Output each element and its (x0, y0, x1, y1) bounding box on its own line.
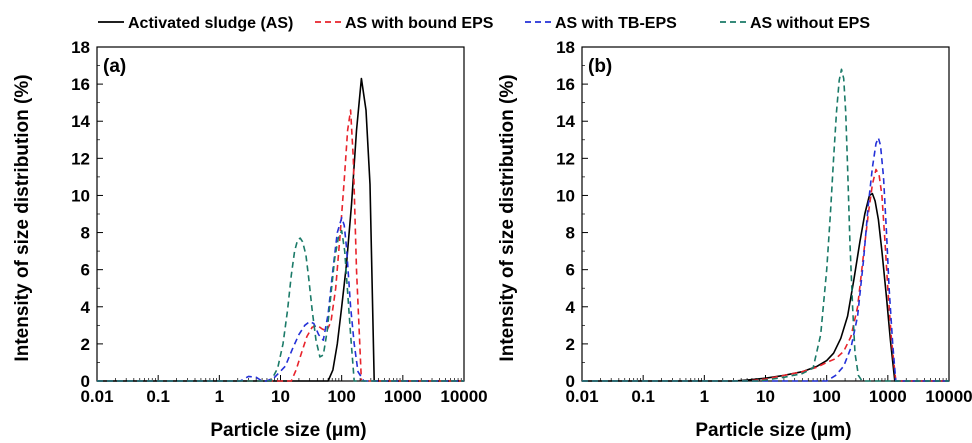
series-line-as-with-bound-eps (97, 109, 464, 382)
legend-label: AS without EPS (750, 15, 870, 32)
y-tick-label: 0 (81, 372, 90, 391)
y-tick-label: 18 (556, 38, 575, 57)
y-axis-title: Intensity of size distribution (%) (497, 74, 518, 361)
plot-frame (581, 46, 950, 382)
x-tick-label: 0.01 (565, 387, 598, 406)
legend-item-activated-sludge-as: Activated sludge (AS) (98, 15, 293, 32)
legend-label: Activated sludge (AS) (128, 15, 293, 32)
series-line-as-with-tb-eps (582, 137, 949, 382)
series-line-as-with-tb-eps (97, 216, 464, 382)
x-tick-label: 0.1 (631, 387, 655, 406)
y-tick-label: 16 (556, 75, 575, 94)
y-tick-label: 6 (566, 261, 575, 280)
x-tick-label: 0.1 (146, 387, 170, 406)
x-tick-label: 1000 (869, 387, 907, 406)
x-tick-label: 10000 (440, 387, 487, 406)
y-tick-label: 12 (556, 149, 575, 168)
y-tick-label: 6 (81, 261, 90, 280)
y-tick-label: 0 (566, 372, 575, 391)
x-tick-label: 100 (812, 387, 840, 406)
legend-item-as-with-bound-eps: AS with bound EPS (315, 15, 494, 32)
y-tick-label: 14 (556, 112, 575, 131)
panel-label: (a) (103, 56, 126, 77)
x-axis-title: Particle size (μm) (210, 420, 366, 441)
x-tick-label: 1 (700, 387, 709, 406)
x-tick-label: 1000 (384, 387, 422, 406)
panel-b: 0.01 0.1 1 10 100 1000 10000 0 2 4 6 8 10 12 14 16 18 Par… (497, 38, 972, 441)
plot-frame (96, 46, 465, 382)
legend: Activated sludge (AS) AS with bound EPS AS… (98, 15, 870, 32)
x-tick-label: 0.01 (80, 387, 113, 406)
x-tick-label: 10 (756, 387, 775, 406)
y-tick-label: 18 (71, 38, 90, 57)
y-tick-label: 8 (566, 224, 575, 243)
y-tick-label: 8 (81, 224, 90, 243)
y-tick-label: 16 (71, 75, 90, 94)
y-tick-label: 10 (71, 186, 90, 205)
legend-item-as-without-eps: AS without EPS (720, 15, 870, 32)
y-tick-label: 2 (81, 335, 90, 354)
x-axis-title: Particle size (μm) (695, 420, 851, 441)
y-tick-label: 10 (556, 186, 575, 205)
series-line-activated-sludge-as (97, 77, 464, 382)
panel-a: 0.01 0.1 1 10 100 1000 10000 0 2 4 6 8 10 12 14 16 18 Par… (12, 38, 488, 441)
y-tick-label: 2 (566, 335, 575, 354)
legend-label: AS with bound EPS (345, 15, 494, 32)
x-tick-label: 10000 (925, 387, 972, 406)
series-line-as-without-eps (582, 68, 949, 382)
y-tick-label: 4 (566, 298, 576, 317)
series-line-as-without-eps (97, 229, 464, 382)
legend-item-as-with-tb-eps: AS with TB-EPS (525, 15, 677, 32)
series-line-activated-sludge-as (582, 192, 949, 382)
x-tick-label: 100 (327, 387, 355, 406)
x-tick-label: 10 (271, 387, 290, 406)
y-tick-label: 14 (71, 112, 90, 131)
x-tick-label: 1 (215, 387, 224, 406)
panel-label: (b) (588, 56, 612, 77)
y-axis-title: Intensity of size distribution (%) (12, 74, 33, 361)
y-tick-label: 12 (71, 149, 90, 168)
legend-label: AS with TB-EPS (555, 15, 677, 32)
y-tick-label: 4 (81, 298, 91, 317)
